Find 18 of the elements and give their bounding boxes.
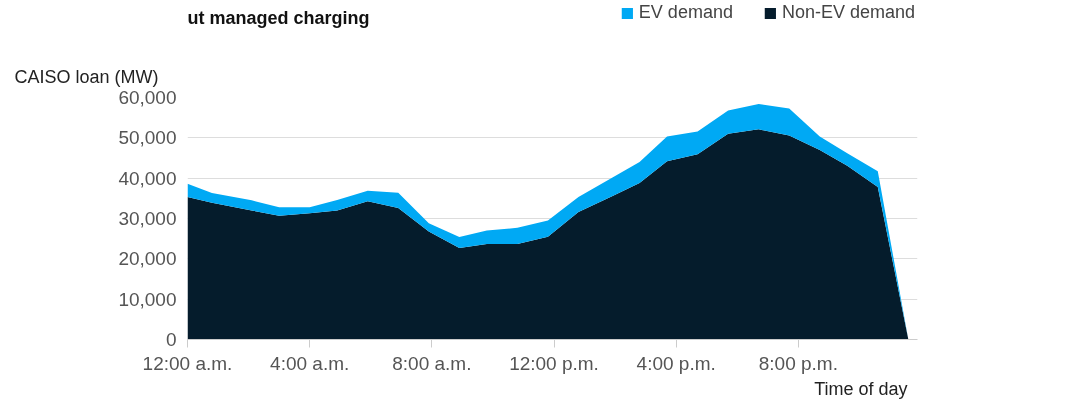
x-tick-label: 8:00 p.m. [758, 352, 838, 374]
y-tick-label: 40,000 [118, 167, 177, 189]
x-tick-label: 12:00 p.m. [509, 352, 599, 374]
x-tick-label: 8:00 a.m. [392, 352, 472, 374]
y-tick-label: 30,000 [118, 208, 177, 229]
y-tick-label: 50,000 [118, 127, 177, 149]
y-tick-label: 10,000 [118, 288, 177, 310]
chart-title: ut managed charging [187, 7, 370, 28]
y-tick-label: 0 [165, 329, 177, 350]
y-tick-label: 20,000 [118, 248, 177, 270]
legend-label: Non-EV demand [781, 2, 915, 23]
y-tick-label: 60,000 [118, 87, 177, 108]
x-tick-label: 12:00 a.m. [142, 352, 233, 374]
x-axis-title: Time of day [814, 378, 908, 399]
x-tick-label: 4:00 p.m. [636, 352, 716, 374]
y-axis-title: CAISO loan (MW) [14, 66, 159, 87]
x-tick-label: 4:00 a.m. [270, 352, 350, 374]
legend-label: EV demand [638, 2, 733, 23]
